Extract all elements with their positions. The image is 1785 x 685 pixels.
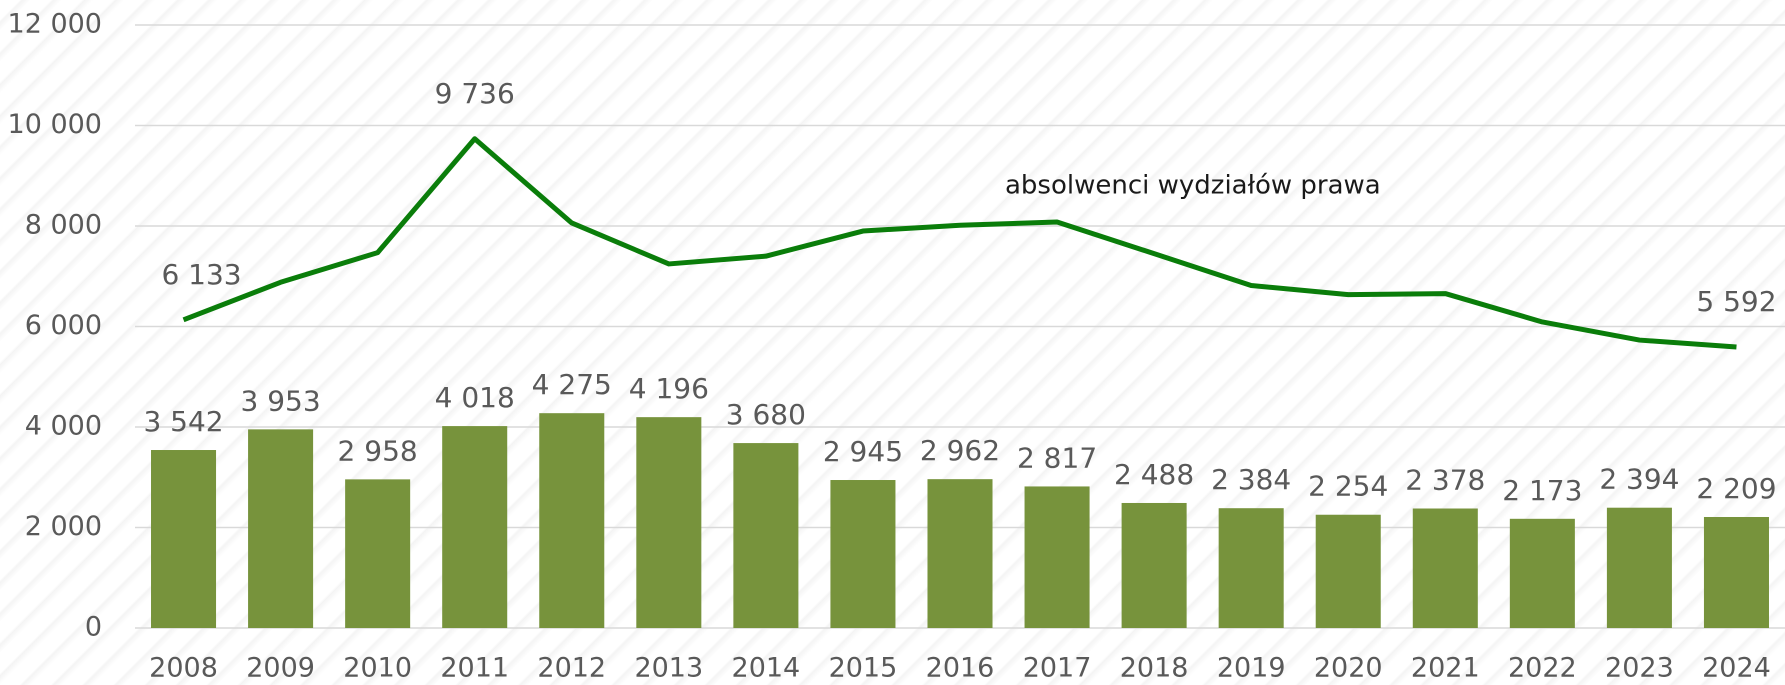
x-tick-label: 2015 (829, 653, 898, 684)
data-label: 6 133 (161, 258, 241, 291)
data-label: 5 592 (1696, 285, 1776, 318)
y-tick-label: 4 000 (25, 411, 102, 442)
bar (345, 479, 411, 628)
data-label: 4 275 (532, 368, 612, 401)
y-tick-label: 2 000 (25, 511, 102, 542)
bar (927, 479, 993, 628)
y-tick-label: 0 (85, 612, 102, 643)
x-tick-label: 2019 (1217, 653, 1286, 684)
data-label: 2 384 (1211, 463, 1291, 496)
data-label: 2 378 (1405, 464, 1485, 497)
series-annotation: absolwenci wydziałów prawa (1005, 171, 1381, 201)
data-label: 2 488 (1114, 458, 1194, 491)
data-label: 2 394 (1599, 463, 1679, 496)
x-tick-label: 2016 (926, 653, 995, 684)
bar (1315, 514, 1381, 628)
x-tick-label: 2020 (1314, 653, 1383, 684)
y-tick-label: 12 000 (8, 9, 102, 40)
data-label: 3 542 (143, 405, 223, 438)
data-label: 3 953 (241, 384, 321, 417)
x-tick-label: 2021 (1411, 653, 1480, 684)
bar (248, 429, 314, 628)
y-tick-label: 10 000 (8, 109, 102, 140)
bar (733, 443, 799, 628)
bar (1703, 516, 1769, 628)
x-tick-label: 2013 (634, 653, 703, 684)
bar (1509, 518, 1575, 628)
bar (1218, 508, 1284, 628)
data-label: 3 680 (726, 398, 806, 431)
data-label: 2 817 (1017, 441, 1097, 474)
x-tick-label: 2014 (732, 653, 801, 684)
x-tick-label: 2024 (1702, 653, 1771, 684)
x-tick-label: 2011 (440, 653, 509, 684)
x-tick-label: 2010 (343, 653, 412, 684)
x-tick-label: 2023 (1605, 653, 1674, 684)
data-label: 2 958 (338, 434, 418, 467)
x-tick-label: 2018 (1120, 653, 1189, 684)
x-tick-label: 2008 (149, 653, 218, 684)
x-tick-label: 2012 (537, 653, 606, 684)
data-label: 4 196 (629, 372, 709, 405)
x-tick-label: 2017 (1023, 653, 1092, 684)
y-tick-label: 8 000 (25, 210, 102, 241)
line (182, 136, 1737, 350)
bar (151, 450, 217, 628)
y-tick-label: 6 000 (25, 310, 102, 341)
bar (1024, 486, 1090, 628)
data-label: 2 962 (920, 434, 1000, 467)
bar (539, 413, 605, 628)
x-tick-label: 2009 (246, 653, 315, 684)
bar (830, 480, 896, 628)
data-label: 9 736 (435, 77, 515, 110)
data-label: 2 209 (1696, 472, 1776, 505)
data-label: 2 254 (1308, 470, 1388, 503)
bar (636, 417, 702, 628)
bar (1412, 508, 1478, 628)
data-label: 2 945 (823, 435, 903, 468)
data-label: 2 173 (1502, 474, 1582, 507)
bar (1606, 507, 1672, 628)
x-tick-label: 2022 (1508, 653, 1577, 684)
bar (442, 426, 508, 628)
bar (1121, 502, 1187, 628)
data-label: 4 018 (435, 381, 515, 414)
